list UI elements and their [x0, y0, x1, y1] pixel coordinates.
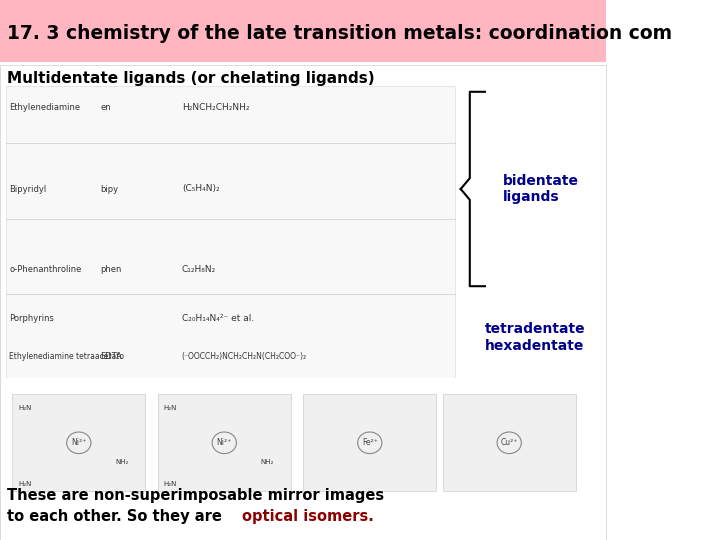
Text: bipy: bipy	[100, 185, 118, 193]
FancyBboxPatch shape	[0, 65, 606, 540]
Text: H₂N: H₂N	[18, 406, 32, 411]
Text: These are non-superimposable mirror images: These are non-superimposable mirror imag…	[7, 488, 384, 503]
Text: bidentate
ligands: bidentate ligands	[503, 174, 579, 204]
Text: C₁₂H₈N₂: C₁₂H₈N₂	[182, 266, 216, 274]
FancyBboxPatch shape	[303, 394, 436, 491]
Text: NH₂: NH₂	[261, 460, 274, 465]
FancyBboxPatch shape	[443, 394, 576, 491]
Text: Bipyridyl: Bipyridyl	[9, 185, 46, 193]
Text: NH₂: NH₂	[115, 460, 129, 465]
Text: (C₅H₄N)₂: (C₅H₄N)₂	[182, 185, 220, 193]
Text: H₂N: H₂N	[18, 481, 32, 487]
Text: to each other. So they are: to each other. So they are	[7, 509, 228, 524]
Text: en: en	[100, 104, 111, 112]
Text: optical isomers.: optical isomers.	[243, 509, 374, 524]
Text: H₂N: H₂N	[163, 406, 177, 411]
Text: EDTA: EDTA	[100, 352, 122, 361]
FancyBboxPatch shape	[6, 86, 454, 378]
FancyBboxPatch shape	[12, 394, 145, 491]
Text: Cu²⁺: Cu²⁺	[500, 438, 518, 447]
Text: o-Phenanthroline: o-Phenanthroline	[9, 266, 81, 274]
FancyBboxPatch shape	[0, 0, 606, 62]
Text: H₂N: H₂N	[163, 481, 177, 487]
Text: C₂₀H₁₄N₄²⁻ et al.: C₂₀H₁₄N₄²⁻ et al.	[182, 314, 254, 323]
Text: Ethylenediamine tetraacetato: Ethylenediamine tetraacetato	[9, 352, 124, 361]
Text: Porphyrins: Porphyrins	[9, 314, 54, 323]
Text: Fe²⁺: Fe²⁺	[362, 438, 378, 447]
FancyBboxPatch shape	[158, 394, 291, 491]
Text: Ni²⁺: Ni²⁺	[217, 438, 232, 447]
Text: H₂NCH₂CH₂NH₂: H₂NCH₂CH₂NH₂	[182, 104, 249, 112]
Text: Multidentate ligands (or chelating ligands): Multidentate ligands (or chelating ligan…	[7, 71, 375, 86]
Text: 17. 3 chemistry of the late transition metals: coordination com: 17. 3 chemistry of the late transition m…	[7, 24, 672, 43]
Text: tetradentate
hexadentate: tetradentate hexadentate	[485, 322, 585, 353]
Text: (⁻OOCCH₂)NCH₂CH₂N(CH₂COO⁻)₂: (⁻OOCCH₂)NCH₂CH₂N(CH₂COO⁻)₂	[182, 352, 307, 361]
Text: phen: phen	[100, 266, 122, 274]
Text: Ni²⁺: Ni²⁺	[71, 438, 86, 447]
FancyBboxPatch shape	[6, 378, 600, 497]
Text: Ethylenediamine: Ethylenediamine	[9, 104, 80, 112]
